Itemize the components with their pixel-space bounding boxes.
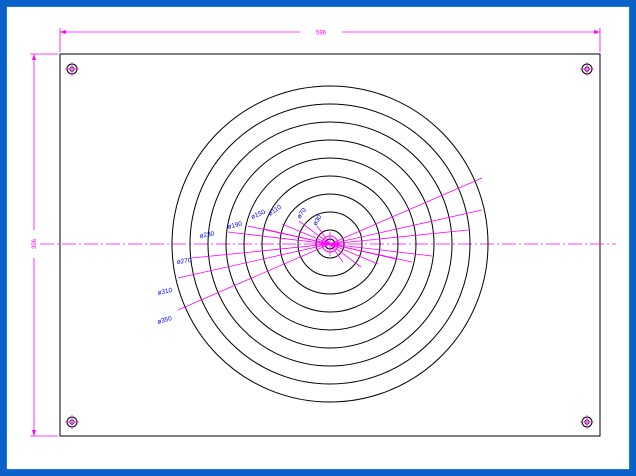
corner-hole-bottom-left: [65, 415, 79, 429]
diameter-label: ø110: [267, 203, 283, 217]
diameter-label: ø230: [199, 230, 215, 240]
corner-hole-bottom-right: [580, 415, 594, 429]
diameter-leaders: [177, 177, 483, 311]
diameter-label: ø150: [250, 209, 267, 221]
height-dimension-label: 396: [32, 238, 38, 249]
circle-ring: [297, 211, 363, 277]
concentric-circles: [171, 85, 489, 403]
circle-ring: [189, 103, 471, 385]
width-dimension-label: 596: [316, 31, 327, 37]
circle-ring: [279, 193, 381, 295]
diameter-label: ø350: [157, 315, 174, 326]
plate-outline: [59, 53, 601, 437]
circle-ring: [261, 175, 399, 313]
corner-hole-top-right: [580, 62, 594, 76]
circle-ring: [207, 121, 453, 367]
diameter-label: ø190: [227, 220, 243, 230]
circle-ring: [225, 139, 435, 349]
width-dimension: [59, 28, 601, 52]
diameter-label: ø30: [312, 214, 324, 228]
window-inner-border: [6, 6, 630, 470]
diameter-label: ø270: [176, 257, 192, 266]
corner-hole-top-left: [65, 62, 79, 76]
diameter-label: ø70: [296, 207, 308, 221]
circle-ring: [243, 157, 417, 331]
circle-ring: [315, 229, 345, 259]
circle-ring: [171, 85, 489, 403]
height-dimension: [30, 53, 58, 437]
diameter-label: ø310: [157, 287, 173, 297]
